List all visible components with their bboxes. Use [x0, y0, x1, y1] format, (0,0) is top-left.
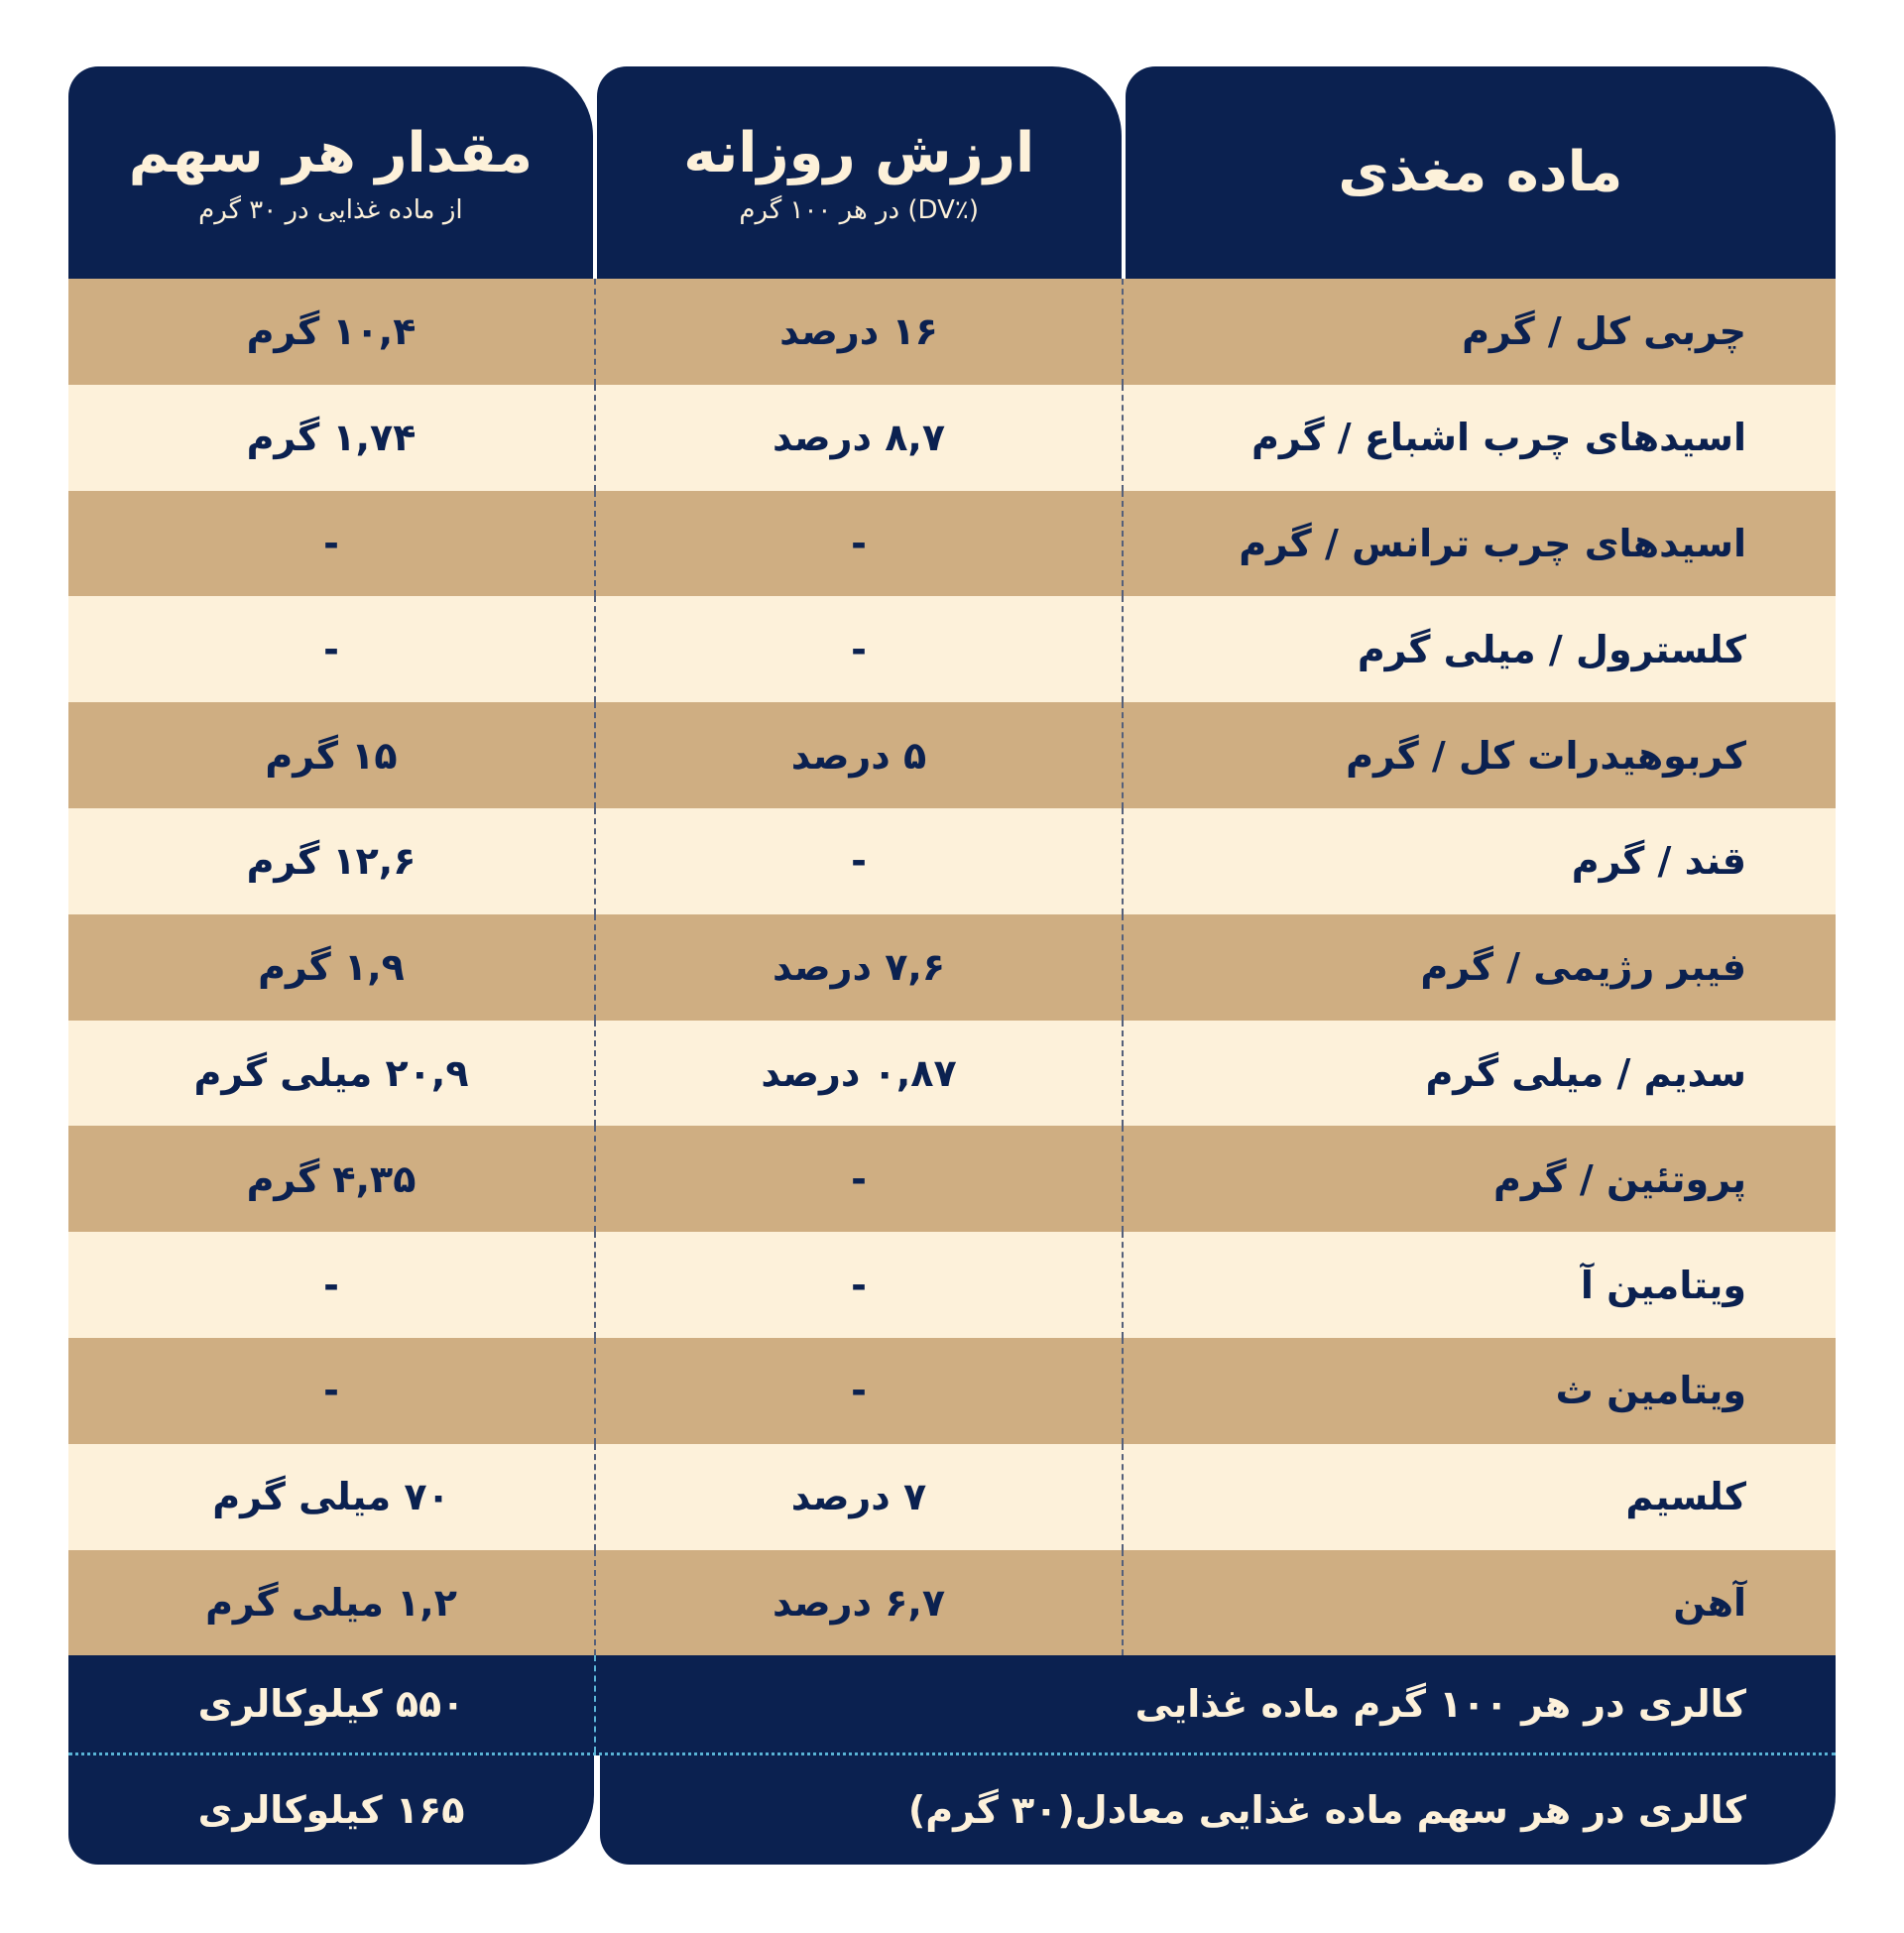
daily-value-cell: -	[594, 596, 1122, 703]
serving-amount-cell: ۱,۹ گرم	[258, 945, 405, 990]
daily-value-cell: ۷ درصد	[594, 1443, 1122, 1550]
daily-value-cell: ۵ درصد	[594, 702, 1122, 808]
nutrient-cell: ویتامین ث	[1122, 1337, 1836, 1444]
serving-amount-cell: ۱۲,۶ گرم	[246, 839, 416, 884]
daily-value-cell: -	[594, 1232, 1122, 1338]
header-daily-value-subtitle: (٪DV) در هر ۱۰۰ گرم	[739, 194, 980, 225]
table-row: کلسیم ۷ درصد ۷۰ میلی گرم	[68, 1443, 1836, 1550]
header-daily-value-title: ارزش روزانه	[683, 121, 1035, 186]
nutrition-table: ماده مغذی ارزش روزانه (٪DV) در هر ۱۰۰ گر…	[67, 66, 1836, 1866]
table-body: چربی کل / گرم ۱۶ درصد ۱۰,۴ گرم اسیدهای چرب …	[68, 279, 1836, 1656]
table-row: اسیدهای چرب ترانس / گرم - -	[68, 490, 1836, 597]
daily-value-cell: ۱۶ درصد	[594, 279, 1122, 385]
header-serving-subtitle: از ماده غذایی در ۳۰ گرم	[198, 194, 463, 225]
table-row: اسیدهای چرب اشباع / گرم ۸,۷ درصد ۱,۷۴ گرم	[68, 384, 1836, 491]
table-row: ویتامین ث--	[68, 1337, 1836, 1444]
table-row: چربی کل / گرم ۱۶ درصد ۱۰,۴ گرم	[68, 279, 1836, 385]
daily-value-cell: -	[594, 807, 1122, 914]
header-serving-title: مقدار هر سهم	[128, 121, 534, 186]
table-row: کلسترول / میلی گرم - -	[68, 596, 1836, 703]
footer-serving-value: ۱۶۵ کیلوکالری	[68, 1755, 594, 1866]
header-serving: مقدار هر سهم از ماده غذایی در ۳۰ گرم	[67, 66, 593, 279]
serving-amount-cell: ۱,۷۴ گرم	[246, 416, 416, 460]
footer-serving-label: کالری در هر سهم ماده غذایی معادل(۳۰ گرم)	[600, 1755, 1836, 1866]
nutrient-cell: اسیدهای چرب ترانس / گرم	[1122, 490, 1836, 597]
table-row: قند / گرم - ۱۲,۶ گرم	[68, 807, 1836, 914]
table-header: ماده مغذی ارزش روزانه (٪DV) در هر ۱۰۰ گر…	[67, 66, 1836, 279]
table-row: سدیم / میلی گرم ۰,۸۷ درصد ۲۰,۹ میلی گرم	[68, 1020, 1836, 1127]
nutrient-cell: سدیم / میلی گرم	[1122, 1020, 1836, 1127]
daily-value-cell: -	[594, 1126, 1122, 1233]
daily-value-cell: ۷,۶ درصد	[594, 913, 1122, 1021]
daily-value-cell: ۶,۷ درصد	[594, 1549, 1122, 1656]
nutrient-cell: چربی کل / گرم	[1122, 279, 1836, 385]
footer-calories-per-100g: کالری در هر ۱۰۰ گرم ماده غذایی ۵۵۰ کیلوک…	[68, 1655, 1836, 1756]
table-row: ویتامین آ--	[68, 1232, 1836, 1338]
serving-amount-cell: ۷۰ میلی گرم	[212, 1475, 450, 1519]
table-row: پروتئین / گرم - ۴,۳۵ گرم	[68, 1126, 1836, 1233]
serving-amount-cell: -	[323, 627, 339, 671]
serving-amount-cell: ۴,۳۵ گرم	[246, 1156, 416, 1201]
nutrient-cell: ویتامین آ	[1122, 1232, 1836, 1338]
serving-amount-cell: ۱۵ گرم	[265, 733, 398, 778]
nutrient-cell: کربوهیدرات کل / گرم	[1122, 702, 1836, 808]
serving-amount-cell: -	[323, 1369, 339, 1413]
header-nutrient-title: ماده مغذی	[1338, 140, 1623, 205]
serving-amount-cell: -	[323, 521, 339, 565]
daily-value-cell: ۰,۸۷ درصد	[594, 1020, 1122, 1127]
serving-amount-cell: ۱,۲ میلی گرم	[205, 1580, 457, 1625]
nutrient-cell: کلسیم	[1122, 1443, 1836, 1550]
nutrient-cell: فیبر رژیمی / گرم	[1122, 913, 1836, 1021]
nutrient-cell: اسیدهای چرب اشباع / گرم	[1122, 384, 1836, 491]
table-row: فیبر رژیمی / گرم ۷,۶ درصد ۱,۹ گرم	[68, 913, 1836, 1021]
header-nutrient: ماده مغذی	[1125, 66, 1836, 279]
header-daily-value: ارزش روزانه (٪DV) در هر ۱۰۰ گرم	[596, 66, 1122, 279]
daily-value-cell: -	[594, 490, 1122, 597]
nutrient-cell: آهن	[1122, 1549, 1836, 1656]
daily-value-cell: ۸,۷ درصد	[594, 384, 1122, 491]
nutrient-cell: پروتئین / گرم	[1122, 1126, 1836, 1233]
footer-per100-value: ۵۵۰ کیلوکالری	[197, 1682, 465, 1727]
nutrient-cell: قند / گرم	[1122, 807, 1836, 914]
footer-calories-per-serving: کالری در هر سهم ماده غذایی معادل(۳۰ گرم)…	[68, 1755, 1836, 1866]
daily-value-cell: -	[594, 1337, 1122, 1444]
serving-amount-cell: ۱۰,۴ گرم	[246, 309, 416, 354]
serving-amount-cell: -	[323, 1263, 339, 1307]
serving-amount-cell: ۲۰,۹ میلی گرم	[193, 1050, 469, 1095]
table-row: آهن ۶,۷ درصد ۱,۲ میلی گرم	[68, 1549, 1836, 1656]
nutrient-cell: کلسترول / میلی گرم	[1122, 596, 1836, 703]
footer-per100-label: کالری در هر ۱۰۰ گرم ماده غذایی	[594, 1655, 1836, 1753]
table-row: کربوهیدرات کل / گرم ۵ درصد ۱۵ گرم	[68, 702, 1836, 808]
